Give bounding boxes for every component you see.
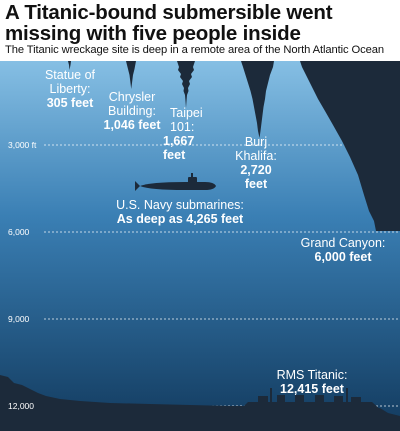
statue-value: 305 feet [46, 96, 94, 110]
statue-of-liberty-label: Statue of Liberty: 305 feet [38, 68, 102, 110]
submarine-label: U.S. Navy submarines: As deep as 4,265 f… [112, 198, 248, 226]
headline: A Titanic-bound submersible went missing… [5, 1, 333, 45]
canyon-value: 6,000 feet [314, 250, 372, 264]
grand-canyon-silhouette [300, 61, 400, 231]
taipei-value: 1,667 feet [163, 134, 195, 162]
statue-name-line1: Statue of [44, 68, 96, 82]
burj-khalifa-label: Burj Khalifa: 2,720 feet [230, 135, 282, 191]
grand-canyon-label: Grand Canyon: 6,000 feet [290, 236, 396, 264]
titanic-value: 12,415 feet [280, 382, 344, 396]
taipei-name-line1: Taipei [170, 106, 203, 120]
header: A Titanic-bound submersible went missing… [0, 0, 400, 61]
chrysler-building-label: Chrysler Building: 1,046 feet [100, 90, 164, 132]
submarine-value: As deep as 4,265 feet [116, 212, 244, 226]
canyon-name: Grand Canyon: [300, 236, 386, 250]
titanic-name: RMS Titanic: [276, 368, 348, 382]
titanic-label: RMS Titanic: 12,415 feet [264, 368, 360, 396]
subheadline: The Titanic wreckage site is deep in a r… [5, 44, 384, 56]
submarine-silhouette [135, 173, 216, 191]
taipei-101-label: Taipei 101: 1,667 feet [163, 106, 210, 162]
depth-tick-9000: 9,000 [8, 314, 30, 324]
submarine-name: U.S. Navy submarines: [116, 198, 244, 212]
ocean-svg [0, 61, 400, 431]
taipei-101-silhouette [177, 61, 195, 108]
ocean-depth-diagram: 3,000 ft 6,000 9,000 12,000 Statue of Li… [0, 61, 400, 431]
statue-name-line2: Liberty: [49, 82, 91, 96]
statue-of-liberty-silhouette [68, 61, 71, 70]
burj-value: 2,720 feet [240, 163, 272, 191]
seafloor [0, 375, 400, 431]
chrysler-building-silhouette [126, 61, 136, 89]
chrysler-name-line1: Chrysler [108, 90, 156, 104]
chrysler-name-line2: Building: [108, 104, 156, 118]
burj-name-line2: Khalifa: [235, 149, 277, 163]
burj-khalifa-silhouette [241, 61, 274, 138]
chrysler-value: 1,046 feet [103, 118, 161, 132]
taipei-name-line2: 101: [170, 120, 195, 134]
depth-tick-6000: 6,000 [8, 227, 30, 237]
depth-tick-12000: 12,000 [8, 401, 34, 411]
burj-name-line1: Burj [244, 135, 268, 149]
depth-tick-3000: 3,000 ft [8, 140, 37, 150]
titanic-wreck-silhouette [244, 388, 382, 411]
